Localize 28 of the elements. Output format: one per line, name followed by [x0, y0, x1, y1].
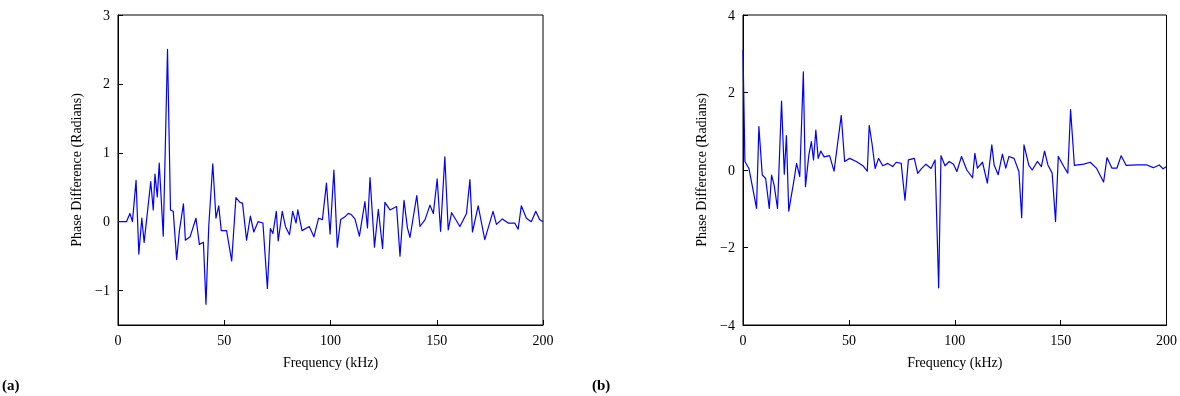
line-series — [117, 48, 544, 305]
x-tick-label: 150 — [1050, 332, 1072, 348]
y-tick-label: 0 — [728, 162, 735, 178]
y-tick-label: 4 — [728, 7, 735, 23]
text: (b) — [592, 376, 611, 394]
y-tick-label: −2 — [720, 240, 735, 255]
y-tick-label: 1 — [103, 145, 110, 161]
x-tick-label: 200 — [532, 332, 554, 348]
x-tick-label: 0 — [114, 332, 122, 348]
y-tick-label: 2 — [728, 85, 735, 100]
x-tick-label: 100 — [320, 332, 341, 348]
x-tick-label: 100 — [944, 332, 966, 348]
y-axis-title: Phase Difference (Radians) — [68, 92, 85, 247]
y-tick-label: −1 — [95, 283, 110, 299]
line-series — [742, 49, 1168, 289]
x-tick-label: 50 — [217, 332, 232, 348]
x-tick-label: 150 — [426, 332, 448, 348]
y-tick-label: 0 — [103, 214, 110, 230]
y-axis-title: Phase Difference (Radians) — [693, 92, 710, 247]
y-tick-label: 2 — [103, 76, 110, 92]
x-tick-label: 50 — [841, 332, 856, 348]
x-axis-title: Frequency (kHz) — [907, 354, 1003, 371]
text: (a) — [2, 376, 20, 394]
x-tick-label: 200 — [1156, 332, 1177, 348]
x-tick-label: 0 — [739, 332, 747, 348]
y-tick-label: −4 — [720, 317, 735, 333]
y-tick-label: 3 — [103, 7, 110, 23]
x-axis-title: Frequency (kHz) — [282, 354, 379, 371]
